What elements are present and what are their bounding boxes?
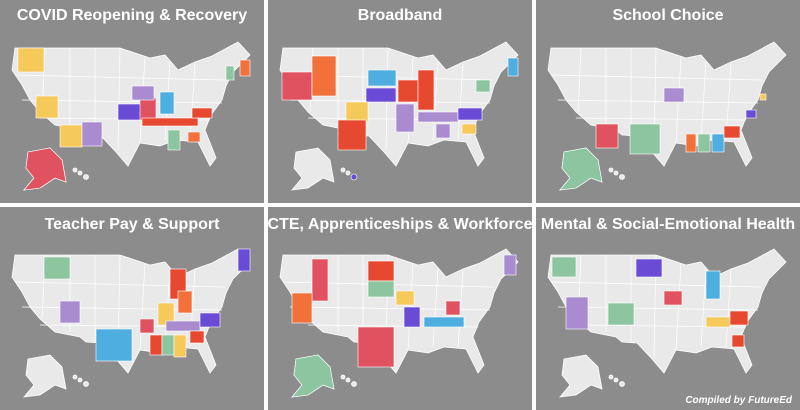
highlighted-states: [281, 55, 519, 181]
credit: Compiled by FutureEd: [685, 395, 793, 406]
highlighted-states: [559, 87, 767, 191]
highlighted-states: [291, 254, 517, 398]
panel-title: COVID Reopening & Recovery: [17, 7, 247, 24]
panel-title: Teacher Pay & Support: [45, 216, 221, 233]
panel-title: CTE, Apprenticeships & Workforce: [268, 216, 533, 233]
highlighted-states: [43, 248, 251, 362]
panel: Broadband: [268, 0, 532, 203]
panel: Teacher Pay & Support: [0, 207, 264, 410]
panel: Mental & Social-Emotional Health Compile…: [536, 207, 800, 410]
panel-title: School Choice: [612, 7, 723, 24]
panel: CTE, Apprenticeships & Workforce: [268, 207, 533, 410]
highlighted-states: [551, 256, 749, 348]
panel-title: Broadband: [358, 7, 442, 24]
highlighted-states: [17, 47, 251, 191]
panel-title: Mental & Social-Emotional Health: [541, 216, 795, 233]
panel: COVID Reopening & Recovery: [0, 0, 264, 203]
panel: School Choice: [536, 0, 800, 203]
